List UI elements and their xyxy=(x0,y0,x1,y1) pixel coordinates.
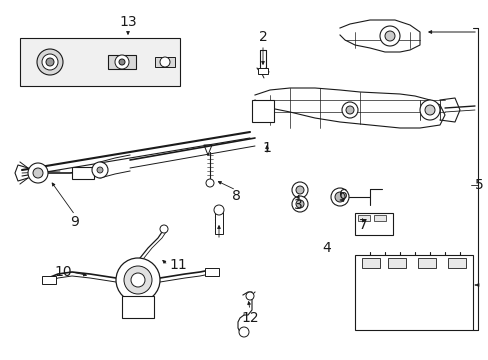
Circle shape xyxy=(116,258,160,302)
Circle shape xyxy=(330,188,348,206)
Circle shape xyxy=(334,192,345,202)
Circle shape xyxy=(160,225,168,233)
Circle shape xyxy=(239,327,248,337)
Circle shape xyxy=(115,55,129,69)
Circle shape xyxy=(131,273,145,287)
Bar xyxy=(373,215,385,221)
Text: 3: 3 xyxy=(293,198,302,212)
Bar xyxy=(417,258,435,268)
Circle shape xyxy=(37,49,63,75)
Circle shape xyxy=(119,59,125,65)
Text: 10: 10 xyxy=(54,265,72,279)
Bar xyxy=(387,258,405,268)
Text: 4: 4 xyxy=(322,241,331,255)
Bar xyxy=(72,167,94,179)
Text: 2: 2 xyxy=(258,30,267,44)
Bar xyxy=(155,57,175,67)
Text: 6: 6 xyxy=(338,188,347,202)
Circle shape xyxy=(46,58,54,66)
Bar xyxy=(357,215,369,221)
Bar xyxy=(447,258,465,268)
Circle shape xyxy=(42,54,58,70)
Circle shape xyxy=(97,167,103,173)
Circle shape xyxy=(379,26,399,46)
Circle shape xyxy=(291,182,307,198)
Bar xyxy=(251,100,273,122)
Bar xyxy=(42,276,56,284)
Polygon shape xyxy=(254,88,444,128)
Circle shape xyxy=(341,102,357,118)
Bar xyxy=(108,55,136,69)
Circle shape xyxy=(124,266,152,294)
Bar xyxy=(258,68,267,74)
Circle shape xyxy=(33,168,43,178)
Bar xyxy=(20,38,180,86)
Text: 7: 7 xyxy=(358,218,366,232)
Text: 9: 9 xyxy=(70,215,79,229)
Bar xyxy=(354,213,392,235)
Bar xyxy=(122,296,154,318)
Bar xyxy=(354,255,472,330)
Bar xyxy=(215,212,223,234)
Bar xyxy=(361,258,379,268)
Circle shape xyxy=(205,179,214,187)
Circle shape xyxy=(384,31,394,41)
Circle shape xyxy=(214,205,224,215)
Circle shape xyxy=(291,196,307,212)
Text: 1: 1 xyxy=(262,141,271,155)
Text: 5: 5 xyxy=(474,178,482,192)
Text: 8: 8 xyxy=(231,189,240,203)
Bar xyxy=(204,268,219,276)
Circle shape xyxy=(160,57,170,67)
Text: 11: 11 xyxy=(169,258,186,272)
Circle shape xyxy=(419,100,439,120)
Circle shape xyxy=(92,162,108,178)
Circle shape xyxy=(28,163,48,183)
Text: 12: 12 xyxy=(241,311,258,325)
Circle shape xyxy=(346,106,353,114)
Circle shape xyxy=(424,105,434,115)
Circle shape xyxy=(295,186,304,194)
Circle shape xyxy=(245,292,253,300)
Text: 13: 13 xyxy=(119,15,137,29)
Circle shape xyxy=(295,200,304,208)
